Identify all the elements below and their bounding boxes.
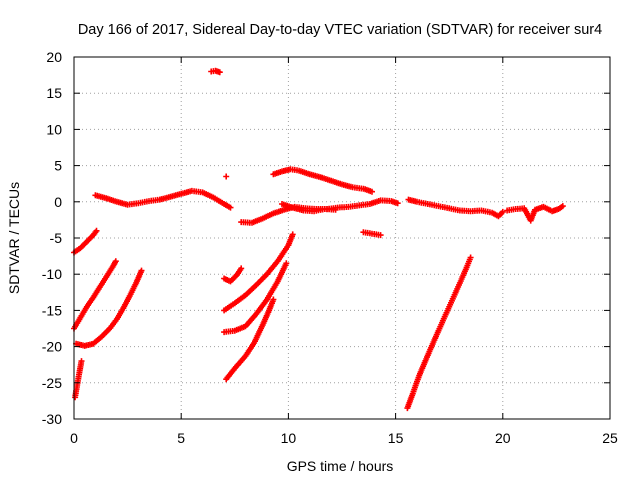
data-point bbox=[227, 204, 234, 211]
x-tick-label: 5 bbox=[177, 430, 185, 446]
y-tick-label: -10 bbox=[42, 266, 62, 282]
data-point bbox=[216, 69, 223, 76]
data-point bbox=[270, 296, 277, 303]
data-point bbox=[78, 358, 85, 365]
y-tick-label: 10 bbox=[46, 121, 62, 137]
data-point bbox=[499, 208, 506, 215]
axis-ticks bbox=[73, 56, 611, 420]
grid-lines bbox=[74, 57, 610, 419]
data-point bbox=[289, 231, 296, 238]
y-tick-label: 5 bbox=[54, 158, 62, 174]
data-points bbox=[71, 67, 566, 412]
y-tick-label: -30 bbox=[42, 411, 62, 427]
y-tick-label: -20 bbox=[42, 339, 62, 355]
data-point bbox=[238, 265, 245, 272]
data-point bbox=[369, 188, 375, 195]
data-point bbox=[138, 267, 145, 274]
data-point bbox=[559, 203, 566, 210]
y-tick-label: 0 bbox=[54, 194, 62, 210]
x-tick-label: 20 bbox=[495, 430, 511, 446]
data-point bbox=[93, 227, 100, 234]
x-tick-label: 25 bbox=[602, 430, 618, 446]
y-tick-label: -25 bbox=[42, 375, 62, 391]
x-tick-label: 0 bbox=[70, 430, 78, 446]
x-tick-label: 15 bbox=[388, 430, 404, 446]
y-tick-label: -5 bbox=[50, 230, 63, 246]
x-axis-label: GPS time / hours bbox=[287, 458, 394, 474]
chart-title: Day 166 of 2017, Sidereal Day-to-day VTE… bbox=[78, 22, 602, 38]
data-point bbox=[377, 232, 384, 239]
y-tick-label: -15 bbox=[42, 302, 62, 318]
tick-labels: 0 5 10 15 20 25 20 15 10 5 0 -5 -10 -15 -20 -25 -30 bbox=[42, 49, 618, 446]
y-tick-label: 20 bbox=[46, 49, 62, 65]
data-point bbox=[394, 200, 401, 207]
data-point bbox=[332, 206, 339, 213]
x-tick-label: 10 bbox=[281, 430, 297, 446]
data-point bbox=[283, 260, 290, 267]
y-tick-label: 15 bbox=[46, 85, 62, 101]
data-point bbox=[112, 258, 119, 265]
data-point bbox=[467, 254, 474, 261]
y-axis-label: SDTVAR / TECUs bbox=[6, 182, 22, 294]
data-point bbox=[223, 173, 230, 180]
